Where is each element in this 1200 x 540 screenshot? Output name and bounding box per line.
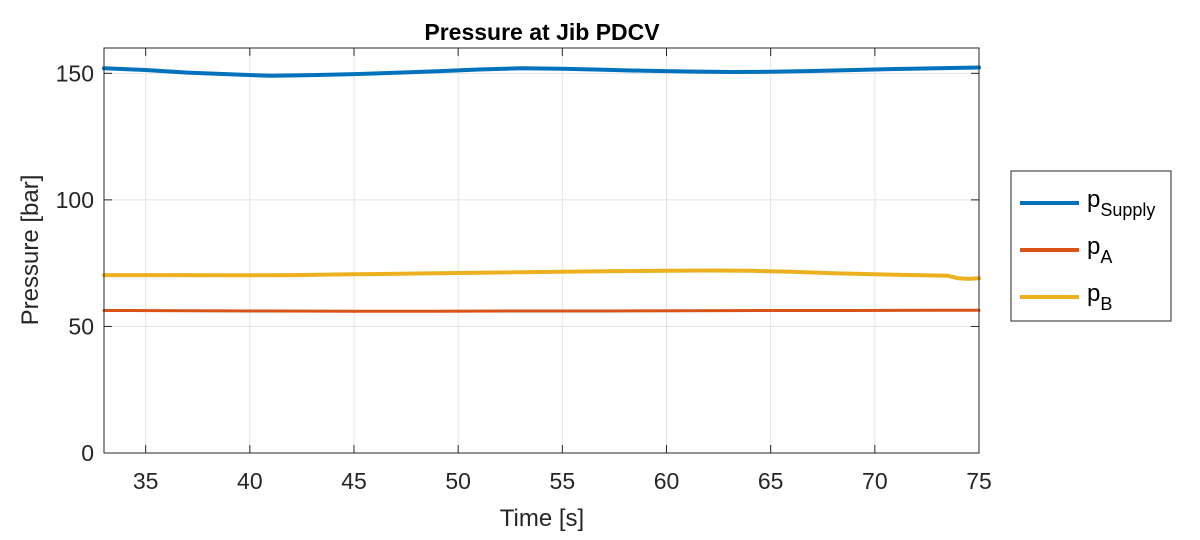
y-axis-label: Pressure [bar] (17, 175, 44, 326)
axis-ticks: 35 40 45 50 55 60 65 70 75 0 50 100 150 (56, 48, 992, 494)
x-tick-label: 60 (654, 468, 680, 494)
plot-frame (103, 47, 980, 454)
chart-title: Pressure at Jib PDCV (424, 19, 660, 45)
y-tick-label: 50 (68, 313, 94, 339)
legend: pSupply pA pB (1010, 170, 1172, 322)
x-tick-label: 65 (758, 468, 784, 494)
series-line-supply (102, 65, 981, 78)
legend-entry: pSupply (1087, 186, 1155, 220)
y-tick-label: 100 (56, 187, 94, 213)
series-line-a (102, 308, 981, 313)
x-tick-label: 50 (445, 468, 471, 494)
y-tick-label: 0 (81, 440, 94, 466)
legend-entry: pA (1087, 233, 1112, 267)
x-tick-label: 40 (237, 468, 263, 494)
x-tick-label: 35 (133, 468, 159, 494)
x-tick-label: 70 (862, 468, 888, 494)
x-tick-label: 55 (550, 468, 576, 494)
x-axis-label: Time [s] (500, 505, 584, 532)
plot-series (102, 65, 981, 313)
y-tick-label: 150 (56, 60, 94, 86)
x-tick-label: 75 (966, 468, 992, 494)
x-tick-label: 45 (341, 468, 367, 494)
series-line-b (102, 268, 981, 281)
legend-entry: pB (1087, 280, 1112, 314)
